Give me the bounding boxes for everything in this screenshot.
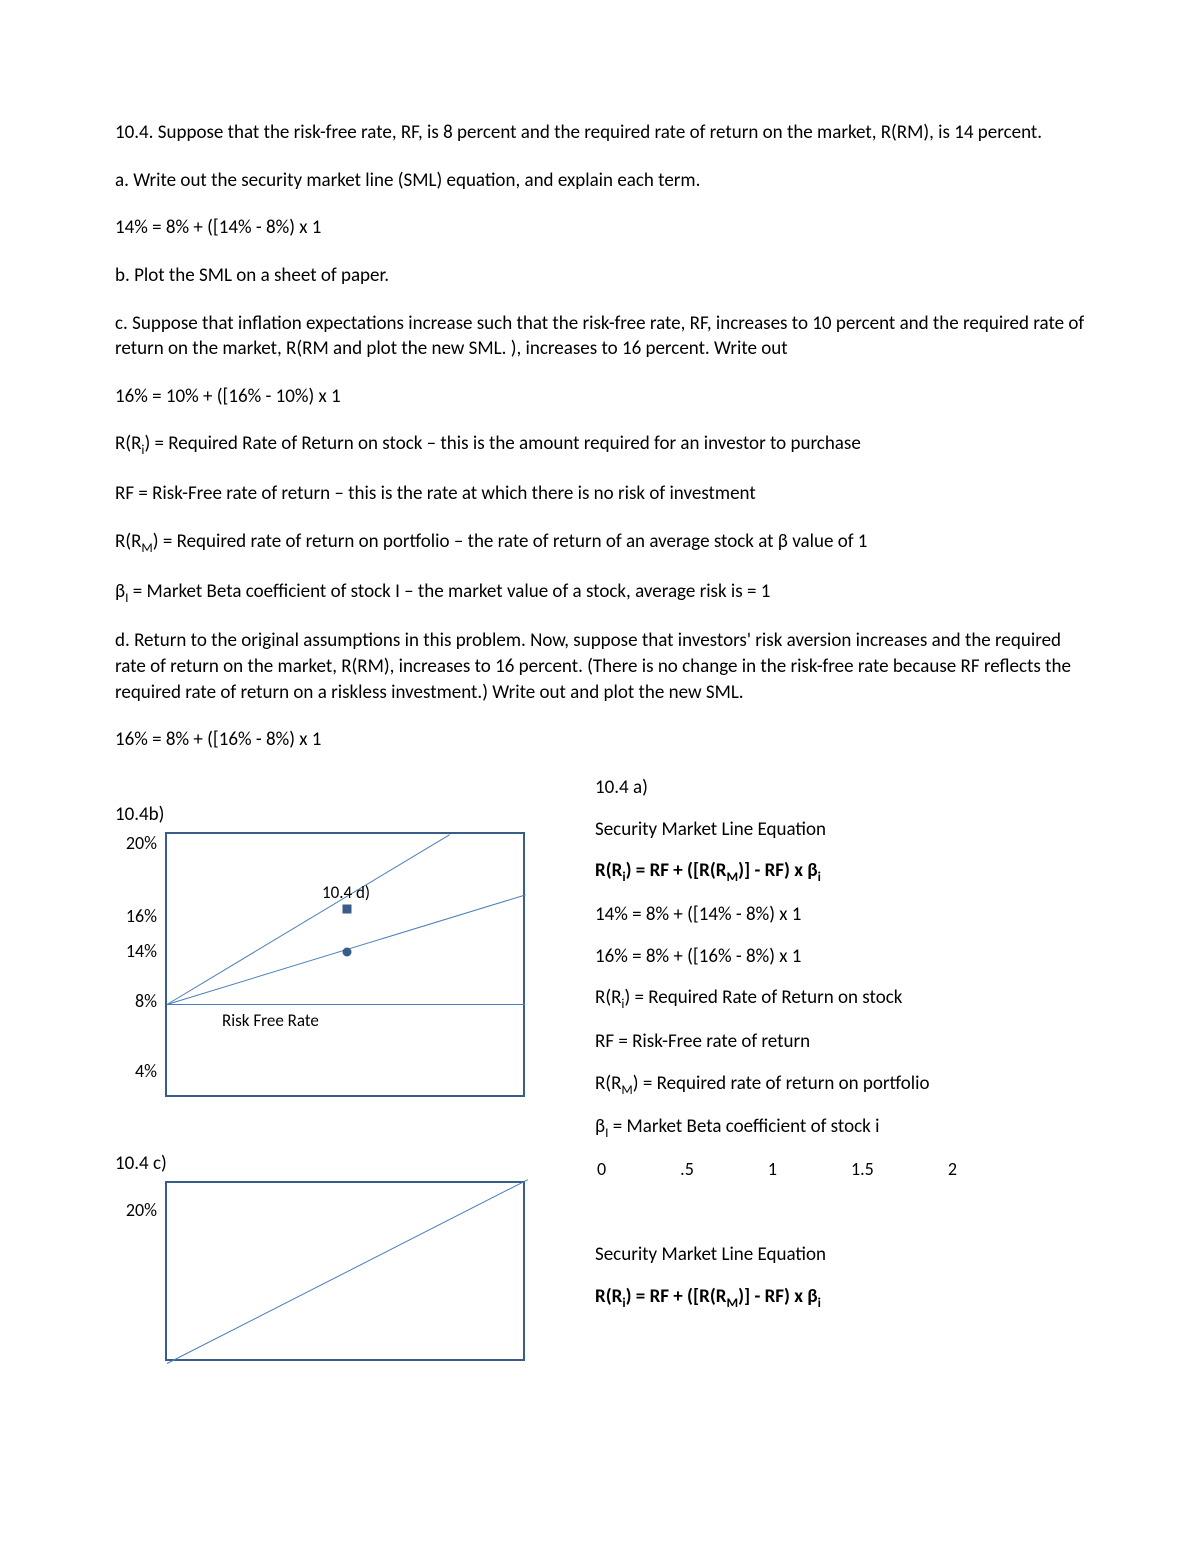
right-eq1: 14% = 8% + ([14% - 8%) x 1 (595, 902, 1085, 928)
left-column: 10.4b) 20% 16% 14% 8% 4% 10.4 d) Risk Fr… (115, 775, 555, 1361)
chart-c: 20% (115, 1181, 555, 1361)
x-axis-ticks: 0 .5 1 1.5 2 (595, 1158, 959, 1180)
sml-line-upper (167, 834, 450, 1005)
equation-c: 16% = 10% + ([16% - 10%) x 1 (115, 384, 1085, 410)
sml-formula-bold-c: R(Ri) = RF + ([R(RM)] - RF) x βi (595, 1284, 1085, 1312)
right-def2: RF = Risk-Free rate of return (595, 1029, 1085, 1055)
marker-round (343, 947, 352, 956)
ytick: 20% (126, 834, 157, 852)
right-def1: R(Ri) = Required Rate of Return on stock (595, 985, 1085, 1013)
ytick: 4% (135, 1062, 157, 1080)
chart-b-title: 10.4b) (115, 803, 555, 826)
ytick: 14% (126, 942, 157, 960)
xtick: .5 (680, 1158, 694, 1180)
label-10-4-d: 10.4 d) (322, 882, 370, 903)
right-subtitle-a: Security Market Line Equation (595, 817, 1085, 843)
sml-line-c (167, 1179, 528, 1364)
right-title-a: 10.4 a) (595, 775, 1085, 801)
problem-statement: 10.4. Suppose that the risk-free rate, R… (115, 120, 1085, 146)
lower-columns: 10.4b) 20% 16% 14% 8% 4% 10.4 d) Risk Fr… (115, 775, 1085, 1361)
right-eq2: 16% = 8% + ([16% - 8%) x 1 (595, 944, 1085, 970)
document-page: 10.4. Suppose that the risk-free rate, R… (0, 0, 1200, 1553)
sml-formula-bold: R(Ri) = RF + ([R(RM)] - RF) x βi (595, 858, 1085, 886)
xtick: 0 (597, 1158, 606, 1180)
chart-b-plot: 10.4 d) Risk Free Rate (165, 832, 525, 1097)
right-def4: βI = Market Beta coefficient of stock i (595, 1114, 1085, 1142)
ytick: 20% (126, 1201, 157, 1219)
ytick: 8% (135, 992, 157, 1010)
risk-free-label: Risk Free Rate (222, 1010, 319, 1031)
chart-c-title: 10.4 c) (115, 1152, 555, 1175)
xtick: 2 (948, 1158, 957, 1180)
risk-free-line (167, 1004, 525, 1005)
right-subtitle-c: Security Market Line Equation (595, 1242, 1085, 1268)
xtick: 1.5 (851, 1158, 874, 1180)
equation-d: 16% = 8% + ([16% - 8%) x 1 (115, 727, 1085, 753)
definition-rrm: R(RM) = Required rate of return on portf… (115, 529, 1085, 557)
right-def3: R(RM) = Required rate of return on portf… (595, 1071, 1085, 1099)
part-b-prompt: b. Plot the SML on a sheet of paper. (115, 263, 1085, 289)
marker-square (343, 904, 352, 913)
equation-a: 14% = 8% + ([14% - 8%) x 1 (115, 215, 1085, 241)
xtick: 1 (768, 1158, 777, 1180)
definition-rri: R(Ri) = Required Rate of Return on stock… (115, 431, 1085, 459)
ytick: 16% (126, 907, 157, 925)
chart-b: 20% 16% 14% 8% 4% 10.4 d) Risk Free Rate (115, 832, 555, 1097)
definition-rf: RF = Risk-Free rate of return – this is … (115, 481, 1085, 507)
definition-beta: βI = Market Beta coefficient of stock I … (115, 579, 1085, 607)
part-a-prompt: a. Write out the security market line (S… (115, 168, 1085, 194)
chart-c-plot (165, 1181, 525, 1361)
part-d-prompt: d. Return to the original assumptions in… (115, 628, 1085, 705)
chart-b-yaxis: 20% 16% 14% 8% 4% (115, 832, 165, 1097)
right-column: 10.4 a) Security Market Line Equation R(… (595, 775, 1085, 1361)
part-c-prompt: c. Suppose that inflation expectations i… (115, 311, 1085, 362)
chart-c-yaxis: 20% (115, 1181, 165, 1361)
